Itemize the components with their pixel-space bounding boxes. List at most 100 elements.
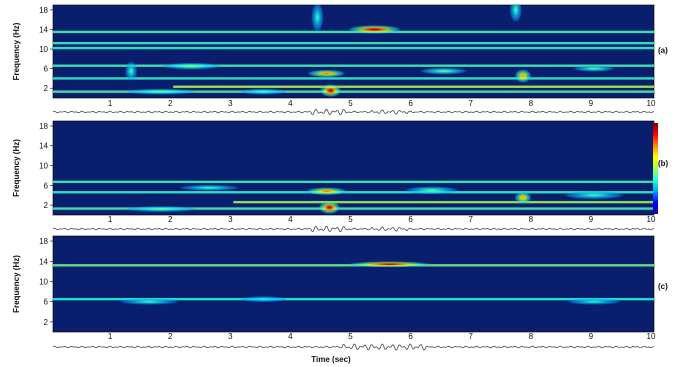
y-tick-label: 18 — [39, 122, 48, 131]
panel-a-background — [52, 4, 655, 99]
hotspot-0 — [347, 25, 402, 34]
y-tick-label: 6 — [44, 298, 49, 307]
band-2 — [233, 200, 654, 204]
band-1 — [53, 41, 654, 45]
hotspot-1 — [319, 84, 342, 98]
panel-a-x-ticks: 1 2 3 4 5 6 7 8 9 10 — [108, 99, 656, 108]
x-tick-label: 2 — [168, 215, 173, 224]
x-tick-label: 5 — [348, 99, 353, 108]
y-tick-label: 10 — [39, 162, 48, 171]
y-tick-label: 6 — [44, 181, 49, 190]
band-0 — [53, 180, 654, 184]
x-tick-label: 4 — [288, 99, 293, 108]
x-tick-label: 10 — [647, 215, 656, 224]
hotspot-10 — [125, 88, 198, 95]
x-tick-label: 7 — [468, 215, 473, 224]
hotspot-3 — [125, 206, 198, 213]
hotspot-11 — [239, 88, 288, 95]
band-3 — [53, 64, 654, 67]
panel-a: 2 6 10 14 18 1 2 3 4 5 6 7 8 9 10 Frequency (Hz) (a) — [12, 4, 668, 116]
panel-b: 2 6 10 14 18 1 2 3 4 5 6 7 8 9 10 Frequency (Hz) (b) — [12, 120, 669, 233]
band-6 — [53, 90, 654, 93]
panel-a-y-ticks: 2 6 10 14 18 — [39, 6, 53, 93]
hotspot-8 — [509, 5, 522, 23]
hotspot-9 — [311, 5, 324, 32]
y-tick-label: 18 — [39, 6, 48, 15]
hotspot-5 — [563, 191, 624, 200]
y-tick-label: 2 — [44, 201, 49, 210]
x-tick-label: 8 — [529, 215, 534, 224]
band-4 — [53, 77, 654, 80]
panel-b-x-ticks: 1 2 3 4 5 6 7 8 9 10 — [108, 215, 656, 224]
hotspot-4 — [161, 62, 222, 70]
y-tick-label: 14 — [39, 257, 48, 266]
band-1 — [53, 191, 654, 194]
x-tick-label: 1 — [108, 332, 113, 341]
y-tick-label: 2 — [44, 318, 49, 327]
y-tick-label: 14 — [39, 25, 48, 34]
x-tick-label: 4 — [288, 215, 293, 224]
hotspot-2 — [566, 298, 621, 305]
band-5 — [173, 85, 654, 88]
hotspot-2 — [307, 69, 346, 78]
panel-a-y-axis-label: Frequency (Hz) — [12, 22, 21, 80]
panel-a-hotspots — [125, 5, 615, 98]
hotspot-1 — [119, 298, 180, 305]
x-tick-label: 3 — [228, 215, 233, 224]
x-tick-label: 9 — [589, 332, 594, 341]
x-tick-label: 5 — [348, 215, 353, 224]
hotspot-2 — [514, 191, 532, 204]
x-tick-label: 9 — [589, 99, 594, 108]
y-tick-label: 2 — [44, 84, 49, 93]
hotspot-3 — [514, 69, 532, 83]
band-3 — [53, 207, 654, 210]
x-tick-label: 3 — [228, 332, 233, 341]
hotspot-5 — [419, 67, 468, 75]
panel-b-hotspots — [125, 184, 624, 215]
y-tick-label: 6 — [44, 65, 49, 74]
x-tick-label: 9 — [589, 215, 594, 224]
panel-c-hotspots — [119, 261, 621, 305]
x-tick-label: 4 — [288, 332, 293, 341]
y-tick-label: 10 — [39, 277, 48, 286]
hotspot-0 — [318, 201, 341, 215]
x-tick-label: 7 — [468, 99, 473, 108]
x-axis-label: Time (sec) — [311, 355, 351, 364]
x-tick-label: 10 — [647, 332, 656, 341]
hotspot-0 — [347, 261, 432, 268]
panel-c-waveform — [52, 343, 655, 351]
x-tick-label: 2 — [168, 332, 173, 341]
band-2 — [53, 46, 654, 50]
panel-c-background — [52, 235, 655, 333]
panel-c-x-ticks: 1 2 3 4 5 6 7 8 9 10 — [108, 332, 656, 341]
hotspot-6 — [179, 184, 240, 191]
hotspot-6 — [572, 65, 615, 72]
band-1 — [53, 297, 654, 301]
hotspot-7 — [125, 61, 138, 81]
hotspot-4 — [404, 186, 459, 195]
x-tick-label: 1 — [108, 99, 113, 108]
panel-c-label: (c) — [658, 282, 668, 291]
panel-c-y-axis-label: Frequency (Hz) — [12, 255, 21, 313]
hotspot-3 — [239, 296, 288, 303]
panel-b-bands — [53, 180, 654, 210]
panel-b-background — [52, 120, 655, 216]
colorbar — [653, 123, 658, 214]
panel-b-y-axis-label: Frequency (Hz) — [12, 139, 21, 197]
hotspot-1 — [305, 187, 348, 196]
x-tick-label: 5 — [348, 332, 353, 341]
y-tick-label: 10 — [39, 45, 48, 54]
x-tick-label: 1 — [108, 215, 113, 224]
x-tick-label: 6 — [408, 99, 413, 108]
x-tick-label: 6 — [408, 215, 413, 224]
panel-a-waveform — [52, 108, 655, 116]
panel-a-label: (a) — [658, 46, 668, 55]
x-tick-label: 7 — [468, 332, 473, 341]
y-tick-label: 18 — [39, 237, 48, 246]
x-tick-label: 10 — [647, 99, 656, 108]
x-tick-label: 8 — [529, 99, 534, 108]
x-tick-label: 6 — [408, 332, 413, 341]
panel-b-waveform — [52, 225, 655, 233]
